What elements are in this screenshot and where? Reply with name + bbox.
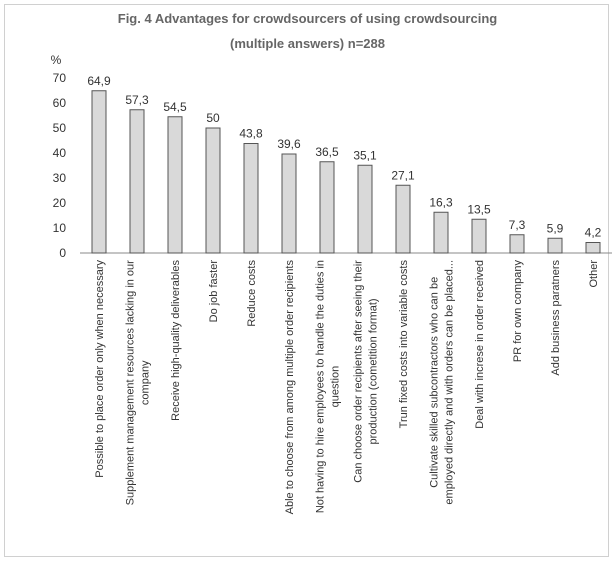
bar bbox=[91, 90, 107, 254]
category-label-line: production (cometition format) bbox=[368, 298, 380, 444]
category-label: Can choose order recipients after seeing… bbox=[353, 260, 380, 483]
y-tick-label: 50 bbox=[53, 121, 67, 135]
bar bbox=[167, 116, 183, 254]
y-tick-label: 20 bbox=[53, 196, 67, 210]
category-label-line: Cultivate skilled subcontractors who can… bbox=[429, 277, 441, 488]
category-label: Add business paratners bbox=[550, 260, 562, 376]
category-label: Reduce costs bbox=[246, 260, 258, 327]
bar bbox=[281, 153, 297, 254]
data-label: 57,3 bbox=[125, 93, 149, 107]
category-label: Deal with increse in order received bbox=[474, 260, 486, 429]
y-tick-label: 60 bbox=[53, 96, 67, 110]
category-label: Trun fixed costs into variable costs bbox=[398, 260, 410, 429]
bar bbox=[205, 127, 221, 254]
category-label-line: Not having to hire employees to handle t… bbox=[315, 260, 327, 513]
chart-subtitle: (multiple answers) n=288 bbox=[230, 36, 385, 51]
category-label: PR for own company bbox=[512, 260, 524, 363]
category-label-line: employed directly and with orders can be… bbox=[444, 260, 456, 505]
category-label: Receive high-quality deliverables bbox=[170, 260, 182, 421]
category-label-line: Supplement management resources lacking … bbox=[125, 260, 137, 506]
category-label-line: Can choose order recipients after seeing… bbox=[353, 260, 365, 483]
data-label: 39,6 bbox=[277, 137, 301, 151]
data-label: 54,5 bbox=[163, 100, 187, 114]
bar bbox=[357, 164, 373, 254]
y-tick-label: 70 bbox=[53, 71, 67, 85]
category-label: Possible to place order only when necess… bbox=[94, 260, 106, 478]
y-tick-label: 10 bbox=[53, 221, 67, 235]
category-label-line: Possible to place order only when necess… bbox=[94, 260, 106, 478]
category-label-line: Add business paratners bbox=[550, 260, 562, 376]
category-label: Able to choose from among multiple order… bbox=[284, 260, 296, 515]
category-label-line: PR for own company bbox=[512, 260, 524, 363]
category-label-line: question bbox=[330, 366, 342, 408]
category-label-line: company bbox=[140, 360, 152, 405]
y-tick-label: 30 bbox=[53, 171, 67, 185]
data-label: 64,9 bbox=[87, 74, 111, 88]
data-label: 5,9 bbox=[547, 221, 564, 235]
bar bbox=[585, 242, 601, 254]
data-label: 36,5 bbox=[315, 145, 339, 159]
data-label: 16,3 bbox=[429, 195, 453, 209]
category-label-line: Other bbox=[588, 260, 600, 288]
bar bbox=[129, 109, 145, 254]
bar bbox=[471, 218, 487, 254]
data-label: 7,3 bbox=[509, 218, 526, 232]
category-label-line: Deal with increse in order received bbox=[474, 260, 486, 429]
bar bbox=[243, 143, 259, 254]
category-label: Supplement management resources lacking … bbox=[125, 260, 152, 506]
bar bbox=[319, 161, 335, 254]
category-label: Cultivate skilled subcontractors who can… bbox=[429, 260, 456, 505]
y-tick-label: 0 bbox=[59, 246, 66, 260]
bar bbox=[395, 184, 411, 254]
y-axis-label: % bbox=[51, 53, 62, 67]
category-label-line: Receive high-quality deliverables bbox=[170, 260, 182, 421]
data-label: 4,2 bbox=[585, 226, 602, 240]
data-label: 43,8 bbox=[239, 127, 263, 141]
y-tick-label: 40 bbox=[53, 146, 67, 160]
bar bbox=[547, 237, 563, 254]
bar bbox=[509, 234, 525, 254]
category-label-line: Reduce costs bbox=[246, 260, 258, 327]
chart-title: Fig. 4 Advantages for crowdsourcers of u… bbox=[117, 11, 498, 26]
category-label: Other bbox=[588, 260, 600, 288]
data-label: 13,5 bbox=[467, 202, 491, 216]
data-label: 35,1 bbox=[353, 148, 377, 162]
category-label-line: Able to choose from among multiple order… bbox=[284, 260, 296, 515]
category-label-line: Do job faster bbox=[208, 260, 220, 323]
bar bbox=[433, 211, 449, 254]
data-label: 50 bbox=[206, 111, 220, 125]
category-label: Not having to hire employees to handle t… bbox=[315, 260, 342, 513]
data-label: 27,1 bbox=[391, 168, 415, 182]
category-label: Do job faster bbox=[208, 260, 220, 323]
category-label-line: Trun fixed costs into variable costs bbox=[398, 260, 410, 429]
